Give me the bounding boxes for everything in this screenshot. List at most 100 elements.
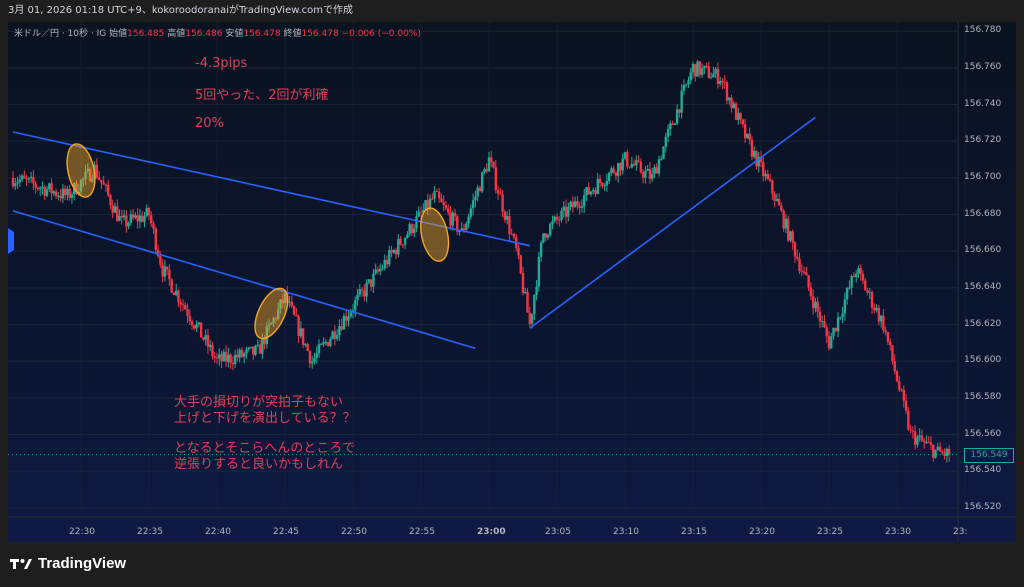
candle-body — [694, 64, 697, 77]
legend-open-label: 始値 — [109, 29, 128, 39]
candle-body — [104, 184, 108, 186]
candle-body — [428, 198, 432, 209]
candle-body — [791, 231, 794, 243]
candle-body — [619, 163, 622, 171]
candle-body — [719, 81, 722, 84]
candle-body — [811, 296, 815, 309]
candle-body — [23, 175, 26, 179]
candle-body — [143, 216, 146, 222]
candle-body — [172, 292, 176, 296]
candle-body — [274, 318, 278, 320]
candle-body — [839, 317, 842, 319]
candle-body — [41, 186, 44, 189]
candle-body — [685, 84, 688, 86]
candle-body — [295, 314, 298, 317]
candle-body — [202, 337, 205, 340]
candle-body — [218, 354, 221, 359]
candle-body — [628, 166, 631, 168]
time-tick-label: 22:50 — [341, 527, 367, 537]
candle-body — [750, 139, 754, 157]
candle-body — [859, 268, 862, 274]
candle-body — [48, 183, 51, 190]
candle-body — [789, 231, 792, 241]
candle-body — [535, 286, 538, 296]
price-chart[interactable] — [8, 22, 1016, 542]
price-tick-label: 156.580 — [964, 391, 1002, 402]
candle-body — [29, 176, 33, 179]
candle-body — [181, 304, 185, 306]
candle-body — [510, 233, 513, 235]
candle-body — [617, 163, 620, 176]
candle-body — [18, 179, 21, 183]
candle-body — [458, 230, 461, 232]
price-tick-label: 156.740 — [964, 98, 1002, 109]
chart-frame[interactable]: 米ドル／円 · 10秒 · IG 始値156.485 高値156.486 安値1… — [8, 22, 1016, 542]
candle-body — [474, 196, 477, 201]
candle-body — [465, 223, 468, 230]
candle-body — [664, 136, 667, 147]
candle-body — [422, 210, 425, 213]
candle-body — [834, 327, 837, 332]
candle-body — [891, 345, 894, 362]
candle-body — [186, 309, 189, 316]
candle-body — [403, 237, 407, 245]
candle-body — [807, 275, 810, 288]
candle-body — [340, 326, 343, 330]
tradingview-logo[interactable]: TradingView — [10, 555, 126, 572]
candle-body — [365, 282, 368, 297]
candle-body — [879, 315, 883, 322]
candle-body — [159, 256, 162, 265]
candle-body — [34, 183, 37, 188]
legend-open-value: 156.485 — [127, 29, 165, 39]
trendline-1 — [12, 131, 530, 247]
candle-body — [270, 322, 273, 325]
candle-body — [447, 208, 450, 213]
candle-body — [698, 61, 701, 75]
candle-body — [743, 124, 747, 139]
candle-body — [932, 444, 935, 458]
candle-body — [612, 168, 615, 173]
candle-body — [456, 216, 459, 232]
candle-body — [376, 269, 380, 272]
candle-body — [471, 200, 475, 209]
candle-body — [653, 167, 656, 174]
candle-body — [190, 321, 194, 326]
candle-body — [691, 64, 695, 73]
candle-body — [569, 201, 572, 207]
candle-body — [61, 188, 65, 199]
legend-symbol: 米ドル／円 · 10秒 · IG — [14, 29, 107, 39]
candle-body — [131, 214, 135, 218]
candle-body — [177, 290, 180, 303]
candle-body — [830, 336, 833, 349]
candle-body — [635, 160, 638, 166]
candle-body — [111, 205, 114, 213]
candle-body — [84, 171, 87, 179]
candle-body — [281, 299, 284, 304]
candle-body — [213, 356, 216, 358]
candle-body — [923, 440, 926, 443]
price-tick-label: 156.620 — [964, 318, 1002, 329]
candle-body — [637, 160, 640, 162]
candle-body — [88, 168, 92, 182]
candle-body — [215, 357, 219, 359]
candle-body — [870, 292, 874, 308]
candle-body — [864, 280, 867, 291]
candle-body — [623, 152, 627, 159]
candle-body — [855, 273, 858, 278]
time-tick-label: 23:10 — [613, 527, 639, 537]
candle-body — [431, 198, 434, 200]
candle-body — [254, 345, 257, 355]
candle-body — [349, 312, 352, 317]
candle-body — [805, 272, 808, 276]
candle-body — [136, 215, 139, 222]
candle-body — [52, 191, 55, 194]
candle-body — [247, 347, 250, 350]
candle-body — [775, 198, 779, 201]
candle-body — [138, 215, 142, 222]
candle-body — [435, 191, 439, 193]
candle-body — [100, 179, 103, 183]
legend-close-value: 156.478 — [301, 29, 339, 39]
candle-body — [755, 150, 758, 167]
candle-body — [229, 354, 232, 363]
candle-body — [857, 268, 860, 274]
